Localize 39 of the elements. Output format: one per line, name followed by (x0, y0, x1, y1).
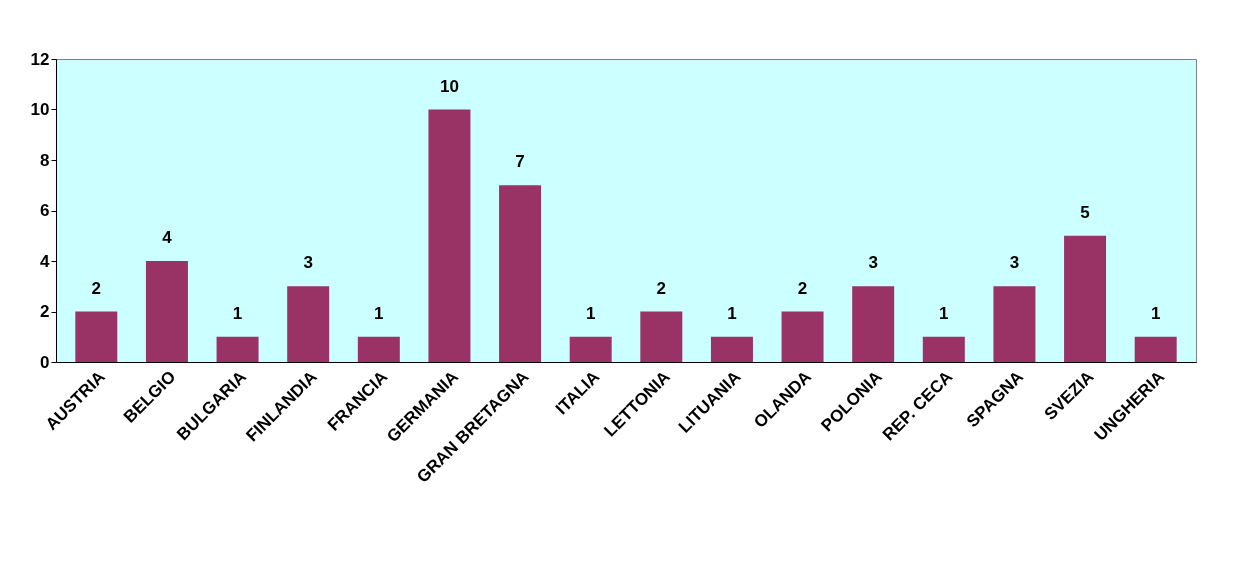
bar (710, 336, 753, 362)
bar (499, 185, 542, 362)
bar (993, 286, 1036, 362)
data-label: 1 (232, 303, 243, 323)
data-label: 3 (303, 253, 313, 273)
bar (75, 311, 118, 362)
data-label: 7 (515, 152, 525, 172)
data-label: 2 (797, 278, 808, 298)
bar (287, 286, 330, 362)
bar (640, 311, 683, 362)
data-label: 2 (656, 278, 667, 298)
bar (852, 286, 895, 362)
data-label: 1 (727, 303, 737, 323)
bar (1134, 336, 1177, 362)
bar (357, 336, 400, 362)
y-tick-label: 6 (40, 201, 50, 220)
y-tick-label: 0 (40, 352, 50, 372)
data-label: 2 (91, 278, 102, 298)
bar (428, 109, 471, 362)
y-tick-label: 10 (30, 100, 50, 119)
data-label: 1 (1150, 303, 1161, 323)
data-label: 3 (1009, 253, 1020, 273)
data-label: 10 (439, 76, 459, 96)
y-tick-label: 2 (40, 302, 50, 321)
data-label: 5 (1080, 202, 1090, 222)
data-label: 3 (868, 253, 878, 273)
y-tick-label: 12 (30, 49, 50, 69)
bar (145, 261, 188, 362)
bar (922, 336, 965, 362)
y-tick-label: 4 (40, 251, 51, 271)
bar (1064, 235, 1107, 362)
bar (781, 311, 824, 362)
data-label: 1 (939, 303, 949, 323)
bar (569, 336, 612, 362)
bar (216, 336, 259, 362)
data-label: 1 (585, 303, 596, 323)
y-tick-label: 8 (40, 150, 50, 170)
data-label: 1 (374, 303, 384, 323)
data-label: 4 (162, 228, 173, 247)
